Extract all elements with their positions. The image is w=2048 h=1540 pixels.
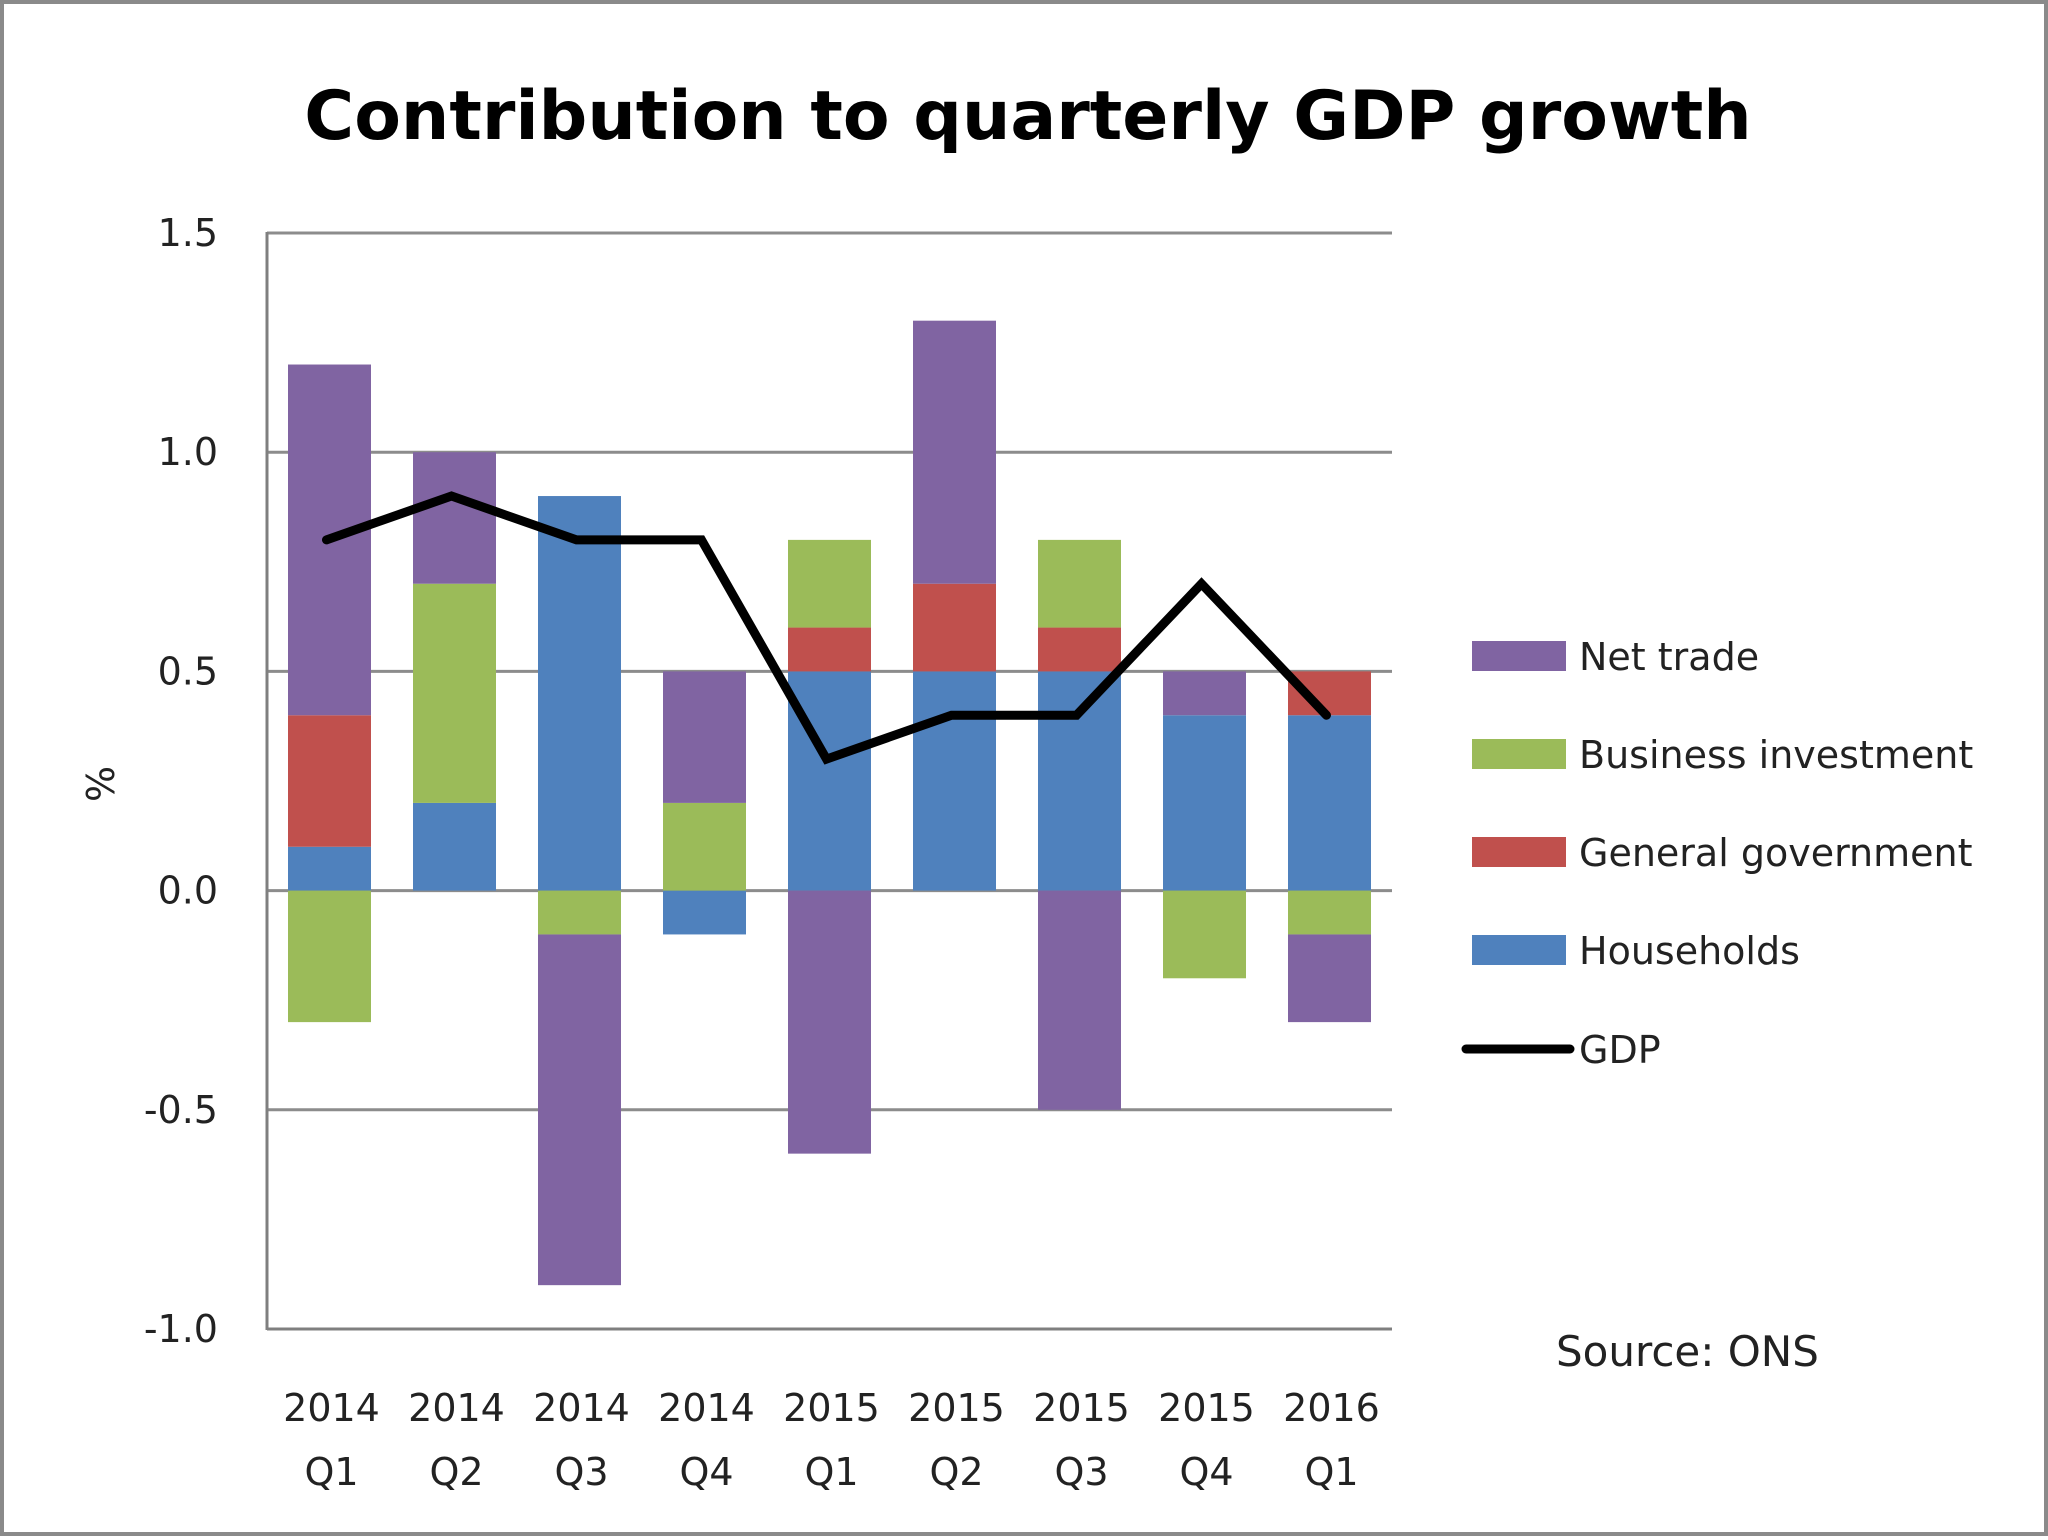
legend-swatch (1472, 837, 1566, 867)
bar-segment-net-trade (1038, 891, 1121, 1110)
legend-label: GDP (1579, 1028, 1661, 1072)
bar-segment-households (1038, 671, 1121, 890)
bar-segment-business-investment (1163, 891, 1246, 979)
y-tick-label: -1.0 (144, 1307, 218, 1351)
x-tick-label-year: 2014 (658, 1386, 755, 1430)
x-tick-label-year: 2014 (283, 1386, 380, 1430)
x-tick-label-year: 2015 (1033, 1386, 1130, 1430)
x-tick-label-year: 2015 (908, 1386, 1005, 1430)
bar-segment-households (663, 891, 746, 935)
bar-segment-net-trade (1163, 671, 1246, 715)
x-tick-label-quarter: Q1 (804, 1450, 858, 1494)
legend-swatch (1472, 935, 1566, 965)
bar-segment-households (788, 671, 871, 890)
bar-segment-business-investment (288, 891, 371, 1023)
bar-segment-net-trade (1288, 934, 1371, 1022)
bar-segment-households (288, 847, 371, 891)
bar-segment-net-trade (663, 671, 746, 803)
bar-segment-general-government (288, 715, 371, 847)
bar-segment-net-trade (788, 891, 871, 1154)
x-tick-label-year: 2016 (1283, 1386, 1380, 1430)
bar-segment-business-investment (1038, 540, 1121, 628)
legend-item-households: Households (1472, 929, 1800, 973)
bar-segment-net-trade (913, 321, 996, 584)
x-tick-label-quarter: Q4 (679, 1450, 733, 1494)
legend-swatch (1472, 739, 1566, 769)
x-tick-label-quarter: Q2 (429, 1450, 483, 1494)
legend-swatch (1472, 641, 1566, 671)
x-tick-label-quarter: Q4 (1179, 1450, 1233, 1494)
legend-item-business-investment: Business investment (1472, 733, 1973, 777)
y-tick-label: -0.5 (144, 1088, 218, 1132)
y-tick-label: 1.5 (158, 211, 218, 255)
x-tick-label-quarter: Q3 (554, 1450, 608, 1494)
bar-segment-households (538, 496, 621, 891)
bar-segment-business-investment (663, 803, 746, 891)
bar-segment-households (1163, 715, 1246, 890)
legend: Net trade Business investment General gove… (1466, 635, 1973, 1072)
bar-segment-households (1288, 715, 1371, 890)
legend-item-general-government: General government (1472, 831, 1973, 875)
legend-item-net-trade: Net trade (1472, 635, 1759, 679)
x-tick-label-quarter: Q3 (1054, 1450, 1108, 1494)
bar-segment-households (413, 803, 496, 891)
x-tick-label-year: 2014 (533, 1386, 630, 1430)
bar-segment-net-trade (413, 452, 496, 584)
x-tick-label-quarter: Q2 (929, 1450, 983, 1494)
legend-label: Business investment (1579, 733, 1973, 777)
bar-segment-general-government (1038, 628, 1121, 672)
bars (288, 321, 1371, 1285)
legend-label: Net trade (1579, 635, 1759, 679)
bar-segment-households (913, 671, 996, 890)
legend-label: General government (1579, 831, 1973, 875)
source-annotation: Source: ONS (1556, 1327, 1819, 1376)
bar-segment-general-government (788, 628, 871, 672)
x-tick-label-year: 2014 (408, 1386, 505, 1430)
y-tick-label: 0.0 (158, 869, 218, 913)
y-tick-label: 1.0 (158, 430, 218, 474)
y-tick-labels: 1.5 1.0 0.5 0.0 -0.5 -1.0 (144, 211, 218, 1351)
x-tick-label-quarter: Q1 (1304, 1450, 1358, 1494)
y-axis-label: % (79, 766, 123, 802)
bar-segment-business-investment (788, 540, 871, 628)
chart: Contribution to quarterly GDP growth % 1… (4, 4, 2048, 1540)
bar-segment-business-investment (538, 891, 621, 935)
bar-segment-net-trade (538, 934, 621, 1285)
legend-item-gdp: GDP (1466, 1028, 1661, 1072)
bar-segment-business-investment (413, 584, 496, 803)
x-tick-labels: 2014 Q1 2014 Q2 2014 Q3 2014 Q4 2015 Q1 2015 Q2 2015… (283, 1386, 1380, 1494)
x-tick-label-year: 2015 (1158, 1386, 1255, 1430)
chart-title: Contribution to quarterly GDP growth (304, 77, 1751, 156)
x-tick-label-year: 2015 (783, 1386, 880, 1430)
legend-label: Households (1579, 929, 1800, 973)
y-tick-label: 0.5 (158, 649, 218, 693)
bar-segment-general-government (913, 584, 996, 672)
bar-segment-business-investment (1288, 891, 1371, 935)
x-tick-label-quarter: Q1 (304, 1450, 358, 1494)
